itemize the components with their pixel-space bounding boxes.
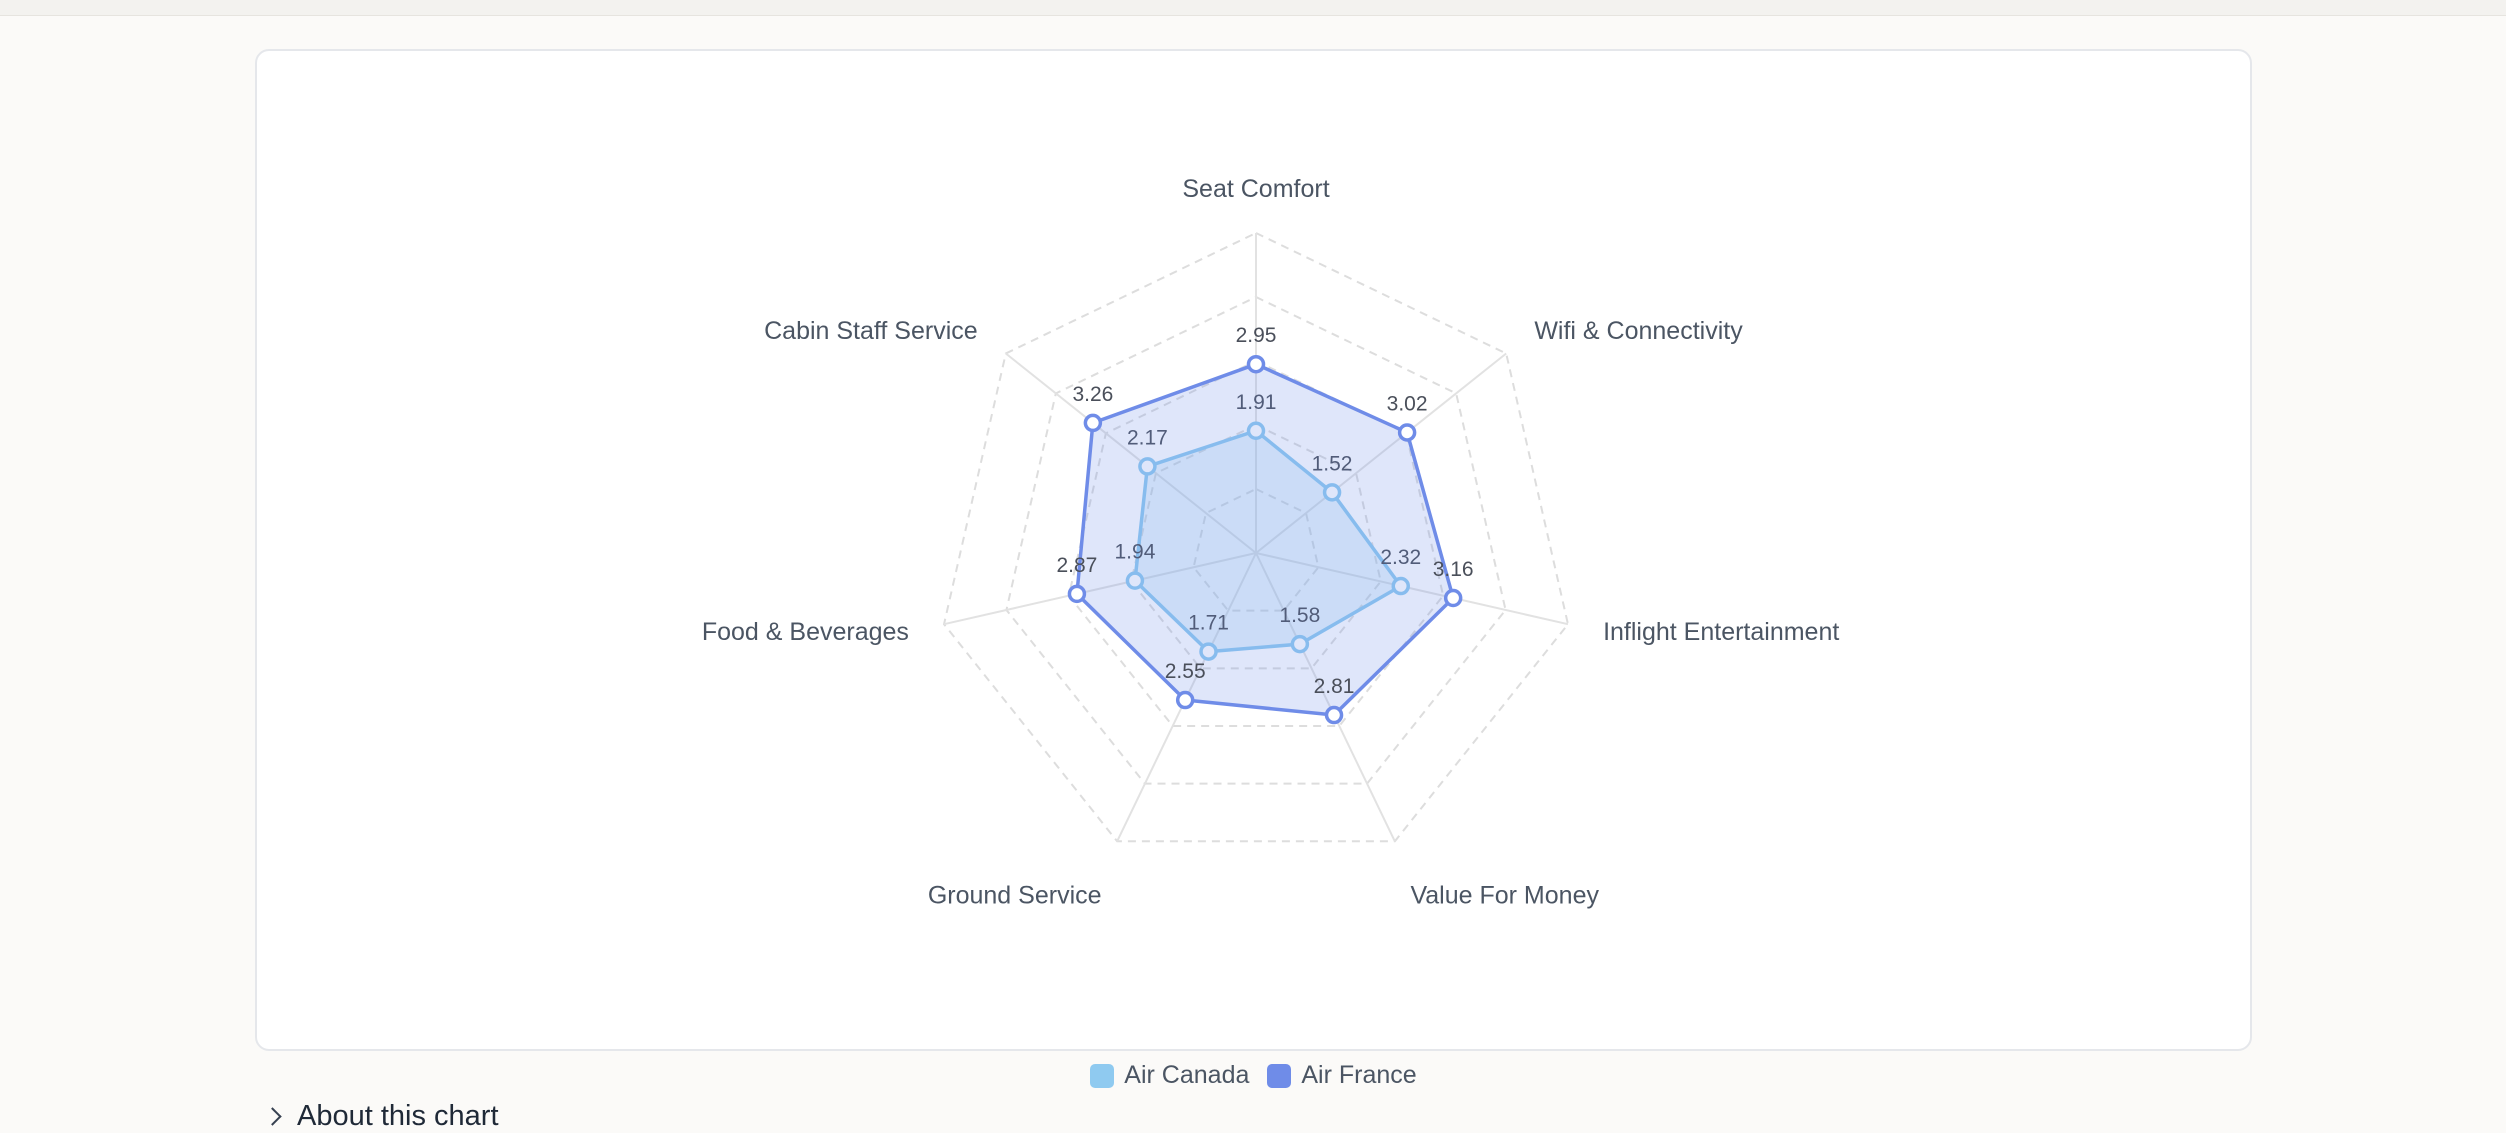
series-area-air-france — [1075, 362, 1455, 717]
axis-label-wifi-connectivity: Wifi & Connectivity — [1534, 317, 1743, 345]
data-label-air-france-cabin-staff-service: 3.26 — [1072, 383, 1113, 406]
chart-card: 1.91 1.52 2.32 1.58 1.71 1.94 2.17 2.95 3.02 3.16… — [255, 49, 2252, 1089]
top-strip — [0, 0, 2506, 16]
legend-swatch-air-canada — [1090, 1063, 1115, 1088]
data-point-air-france-seat-comfort — [1246, 354, 1266, 374]
axis-label-food-beverages: Food & Beverages — [702, 618, 909, 646]
legend-label-air-france: Air France — [1301, 1061, 1417, 1089]
data-label-air-france-seat-comfort: 2.95 — [1236, 324, 1277, 347]
data-label-air-canada-ground-service: 1.71 — [1188, 612, 1229, 635]
radar-grid — [942, 231, 1570, 843]
axis-line-value-for-money — [1255, 552, 1396, 842]
data-label-air-france-food-beverages: 2.87 — [1056, 554, 1097, 577]
data-label-air-france-ground-service: 2.55 — [1165, 660, 1206, 683]
axis-labels: Seat Comfort Wifi & Connectivity Inflight … — [702, 175, 1840, 910]
about-chart-toggle[interactable]: About this chart — [262, 1100, 499, 1133]
data-point-air-canada-wifi-connectivity — [1322, 483, 1342, 502]
data-label-air-canada-wifi-connectivity: 1.52 — [1312, 452, 1353, 475]
data-point-air-canada-food-beverages — [1125, 571, 1145, 590]
axis-label-cabin-staff-service: Cabin Staff Service — [764, 317, 978, 345]
data-label-air-france-inflight-entertainment: 3.16 — [1433, 558, 1474, 581]
data-point-air-canada-cabin-staff-service — [1138, 457, 1157, 476]
chevron-right-icon — [263, 1107, 282, 1126]
axis-label-value-for-money: Value For Money — [1410, 882, 1599, 910]
data-point-air-france-inflight-entertainment — [1443, 588, 1463, 608]
data-point-air-canada-value-for-money — [1290, 634, 1310, 654]
data-point-air-canada-seat-comfort — [1246, 421, 1266, 441]
data-label-air-canada-cabin-staff-service: 2.17 — [1127, 426, 1168, 449]
data-label-air-canada-seat-comfort: 1.91 — [1236, 391, 1277, 414]
data-label-air-canada-inflight-entertainment: 2.32 — [1380, 546, 1421, 569]
data-point-air-france-wifi-connectivity — [1397, 423, 1417, 442]
axis-line-inflight-entertainment — [1255, 552, 1569, 626]
legend-item-air-canada[interactable]: Air Canada — [1090, 1061, 1249, 1090]
data-point-air-france-ground-service — [1175, 690, 1195, 710]
grid-ring-5 — [942, 231, 1570, 843]
data-point-air-canada-ground-service — [1199, 642, 1218, 661]
axis-label-seat-comfort: Seat Comfort — [1182, 175, 1329, 203]
axis-label-inflight-entertainment: Inflight Entertainment — [1603, 618, 1839, 646]
about-chart-label: About this chart — [297, 1100, 499, 1132]
grid-ring-4 — [1005, 295, 1507, 785]
data-label-air-france-value-for-money: 2.81 — [1314, 675, 1355, 698]
data-label-air-canada-value-for-money: 1.58 — [1279, 604, 1320, 627]
axis-line-cabin-staff-service — [1005, 352, 1257, 554]
data-point-air-france-value-for-money — [1324, 705, 1344, 725]
grid-ring-1 — [1192, 487, 1320, 612]
data-point-air-france-cabin-staff-service — [1083, 413, 1103, 433]
axis-line-wifi-connectivity — [1255, 352, 1507, 554]
legend: Air Canada Air France — [257, 1061, 2250, 1090]
legend-swatch-air-france — [1267, 1063, 1292, 1088]
legend-item-air-france[interactable]: Air France — [1267, 1061, 1417, 1090]
data-label-air-france-wifi-connectivity: 3.02 — [1387, 392, 1428, 415]
data-point-air-canada-inflight-entertainment — [1391, 576, 1411, 596]
series-area-air-canada — [1133, 429, 1403, 654]
data-point-air-france-food-beverages — [1067, 584, 1087, 604]
radar-series: 1.91 1.52 2.32 1.58 1.71 1.94 2.17 2.95 3.02 3.16… — [1056, 324, 1474, 725]
axis-label-ground-service: Ground Service — [928, 882, 1102, 910]
data-label-air-canada-food-beverages: 1.94 — [1115, 541, 1156, 564]
legend-label-air-canada: Air Canada — [1124, 1061, 1250, 1089]
grid-ring-3 — [1067, 359, 1445, 727]
axis-line-food-beverages — [943, 552, 1257, 626]
grid-ring-2 — [1130, 423, 1382, 670]
radar-chart: 1.91 1.52 2.32 1.58 1.71 1.94 2.17 2.95 3.02 3.16… — [702, 175, 1840, 910]
